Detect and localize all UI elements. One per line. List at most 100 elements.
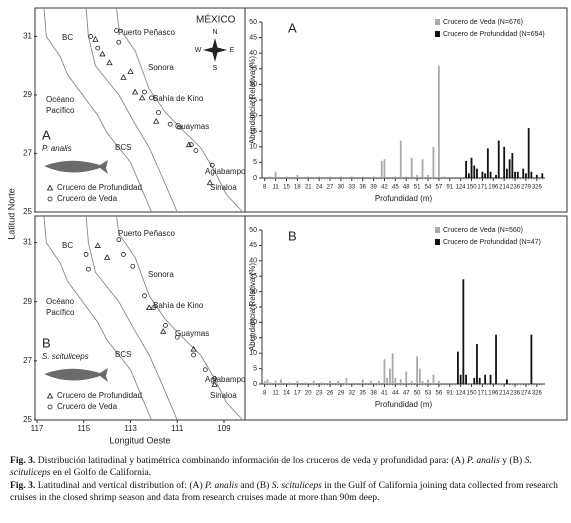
- bar: [391, 353, 394, 384]
- x-tick-label: 33: [348, 185, 355, 191]
- bar: [274, 171, 277, 178]
- place-label: BC: [62, 241, 73, 250]
- marker-circle: [163, 322, 168, 328]
- bar: [266, 379, 269, 384]
- y-tick-label: 30: [249, 81, 257, 88]
- place-label: Sinaloa: [210, 391, 237, 400]
- x-tick-label: 42: [381, 185, 388, 191]
- x-tick-label: 8: [263, 185, 267, 191]
- compass-letter: S: [213, 65, 218, 72]
- bar: [535, 174, 538, 178]
- bar: [481, 171, 484, 178]
- bar: [394, 176, 397, 178]
- y-tick-label: 5: [253, 159, 257, 166]
- place-label: Sinaloa: [210, 183, 237, 192]
- bar: [320, 382, 323, 384]
- marker-circle: [95, 45, 101, 51]
- marker-circle: [209, 162, 215, 168]
- marker-triangle: [99, 50, 106, 57]
- x-tick-label: 150: [467, 185, 478, 191]
- bar: [484, 173, 487, 178]
- bar: [530, 334, 533, 384]
- place-label: MÉXICO: [196, 13, 236, 26]
- marker-circle: [202, 367, 208, 373]
- x-tick-label: 26: [327, 391, 334, 397]
- marker-circle: [151, 305, 157, 311]
- x-tick-label: 91: [446, 391, 453, 397]
- bar: [495, 174, 497, 178]
- x-tick-label: 57: [436, 185, 443, 191]
- marker-circle: [130, 263, 136, 269]
- y-tick-label: 31: [23, 31, 32, 40]
- bar: [465, 160, 467, 178]
- marker-triangle: [127, 68, 134, 74]
- bar: [380, 160, 383, 178]
- bar: [329, 380, 331, 384]
- x-tick-label: 32: [348, 391, 355, 397]
- bar: [503, 146, 506, 178]
- bar: [337, 380, 340, 384]
- y-tick-label: 27: [23, 356, 32, 365]
- bar: [312, 380, 315, 384]
- x-tick-label: 109: [217, 424, 231, 433]
- y-tick-label: 0: [253, 175, 257, 182]
- coastline: [43, 7, 152, 213]
- marker-triangle: [120, 74, 127, 80]
- y-tick-label: 25: [249, 304, 257, 311]
- caption-text: Fig. 3.: [10, 480, 36, 491]
- bar: [506, 379, 508, 384]
- bar: [459, 374, 462, 384]
- x-tick-label: 44: [392, 391, 399, 397]
- y-tick-label: 25: [249, 97, 257, 104]
- y-tick-label: 20: [249, 319, 257, 326]
- marker-circle: [212, 376, 218, 382]
- panel-label: A: [42, 127, 51, 142]
- caption-en: Fig. 3. Latitudinal and vertical distrib…: [10, 480, 562, 503]
- legend-label: Crucero de Veda: [57, 402, 118, 411]
- place-label: Océano: [46, 95, 75, 104]
- bar: [467, 173, 470, 178]
- marker-triangle: [146, 304, 153, 311]
- bar: [269, 382, 272, 384]
- bar: [427, 174, 429, 178]
- x-tick-label: 38: [370, 391, 377, 397]
- y-tick-label: 35: [249, 273, 257, 280]
- x-tick-label: 11: [272, 391, 279, 397]
- bar: [489, 171, 492, 178]
- x-tick-label: 17: [294, 391, 301, 397]
- y-tick-label: 27: [23, 149, 32, 158]
- x-tick-label: 274: [521, 391, 532, 397]
- bar: [296, 174, 299, 178]
- x-tick-label: 56: [436, 391, 443, 397]
- y-axis-label: Abundancia Relativa (%): [248, 56, 257, 144]
- x-tick-label: 196: [488, 185, 499, 191]
- x-tick-label: 150: [467, 391, 478, 397]
- y-tick-label: 45: [249, 242, 257, 249]
- x-tick-label: 236: [510, 391, 521, 397]
- coastline: [43, 215, 152, 421]
- place-label: Océano: [46, 297, 75, 306]
- bar: [307, 176, 310, 178]
- bar: [399, 140, 402, 178]
- bar: [478, 377, 481, 384]
- bar: [388, 368, 391, 384]
- panel-label: A: [288, 20, 297, 35]
- marker-circle: [177, 124, 182, 130]
- x-tick-label: 48: [403, 185, 410, 191]
- y-tick-label: 10: [249, 144, 257, 151]
- place-label: Guaymas: [175, 122, 209, 131]
- place-label: Pacífico: [46, 308, 75, 317]
- bar: [410, 380, 413, 384]
- legend-label: Crucero de Veda (N=676): [443, 19, 523, 26]
- chart-frame: [244, 7, 568, 213]
- caption-text: Distribución latitudinal y batimétrica c…: [35, 455, 467, 466]
- compass-letter: E: [230, 47, 235, 54]
- bar: [383, 159, 386, 178]
- y-tick-label: 40: [249, 258, 257, 265]
- y-tick-label: 30: [249, 288, 257, 295]
- bar: [427, 379, 429, 384]
- bar: [511, 153, 514, 178]
- marker-circle: [174, 334, 180, 340]
- bar: [497, 140, 500, 178]
- x-tick-label: 39: [370, 185, 377, 191]
